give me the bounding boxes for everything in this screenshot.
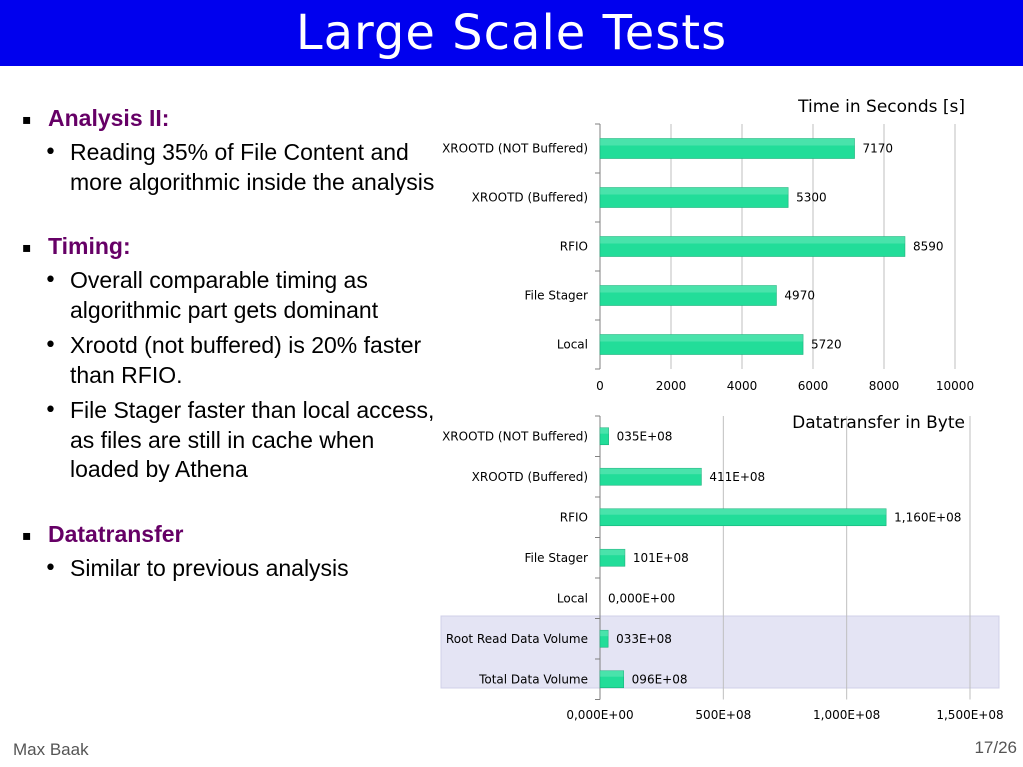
- data-label: 5720: [811, 338, 842, 352]
- bar-highlight: [600, 549, 625, 556]
- category-label: Total Data Volume: [478, 672, 588, 686]
- category-label: File Stager: [524, 551, 588, 565]
- category-label: XROOTD (NOT Buffered): [442, 429, 588, 443]
- bullet-section-analysis: ▪ Analysis II:: [22, 105, 442, 132]
- bar-highlight: [600, 468, 702, 475]
- bar-highlight: [600, 285, 777, 293]
- round-bullet-icon: •: [44, 398, 57, 423]
- bar: [599, 629, 609, 648]
- bar-highlight: [600, 630, 609, 637]
- data-label: 8590: [913, 240, 944, 254]
- page-number: 17/26: [974, 738, 1017, 757]
- bullet-section-datatransfer: ▪ Datatransfer: [22, 521, 442, 548]
- category-label: XROOTD (Buffered): [472, 191, 588, 205]
- bullet-heading: Datatransfer: [48, 520, 184, 547]
- bar-highlight: [600, 236, 905, 244]
- bar: [599, 138, 855, 159]
- bar: [599, 670, 624, 689]
- bar-highlight: [600, 508, 887, 515]
- category-label: RFIO: [560, 240, 588, 254]
- x-tick-label: 1,000E+08: [813, 708, 880, 722]
- bar-highlight: [600, 138, 855, 146]
- x-tick-label: 2000: [656, 379, 687, 393]
- bullet-text: Similar to previous analysis: [70, 554, 349, 581]
- chart-title: Datatransfer in Byte: [792, 413, 965, 433]
- slide-title: Large Scale Tests: [295, 5, 728, 61]
- bar: [599, 548, 626, 567]
- title-bar: [0, 0, 1023, 66]
- bullet-heading: Analysis II:: [48, 105, 170, 131]
- bullet-text: Overall comparable timing as algorithmic…: [70, 267, 379, 323]
- bar-highlight: [600, 187, 789, 195]
- x-tick-label: 0: [596, 379, 604, 393]
- bar: [599, 508, 887, 527]
- round-bullet-icon: •: [44, 140, 57, 165]
- data-label: 0,000E+00: [608, 591, 675, 605]
- bar: [599, 285, 777, 306]
- data-label: 4970: [784, 289, 815, 303]
- bar-highlight: [600, 334, 804, 342]
- bullet-section-timing: ▪ Timing:: [22, 233, 442, 260]
- round-bullet-icon: •: [44, 333, 57, 358]
- square-bullet-icon: ▪: [22, 240, 32, 256]
- bullet-list: ▪ Analysis II: • Reading 35% of File Con…: [22, 105, 442, 583]
- author-footer: Max Baak: [13, 740, 89, 759]
- bar: [599, 427, 609, 446]
- round-bullet-icon: •: [44, 555, 57, 581]
- bar: [599, 467, 702, 486]
- chart-title: Time in Seconds [s]: [797, 97, 965, 117]
- x-tick-label: 4000: [727, 379, 758, 393]
- highlight-band: [440, 615, 1000, 689]
- bullet-text: Xrootd (not buffered) is 20% faster than…: [70, 332, 422, 388]
- bar: [599, 236, 906, 257]
- x-tick-label: 0,000E+00: [566, 708, 633, 722]
- category-label: RFIO: [560, 510, 588, 524]
- bar-highlight: [600, 670, 624, 677]
- bar: [599, 187, 789, 208]
- data-label: 411E+08: [709, 470, 765, 484]
- category-label: Root Read Data Volume: [446, 632, 588, 646]
- x-tick-label: 6000: [798, 379, 829, 393]
- round-bullet-icon: •: [44, 268, 57, 293]
- bullet-text: File Stager faster than local access, as…: [70, 397, 435, 482]
- bullet-item: • File Stager faster than local access, …: [22, 396, 442, 485]
- category-label: XROOTD (Buffered): [472, 470, 588, 484]
- x-tick-label: 8000: [869, 379, 900, 393]
- bullet-item: • Xrootd (not buffered) is 20% faster th…: [22, 331, 442, 390]
- category-label: Local: [557, 591, 588, 605]
- x-tick-label: 10000: [936, 379, 974, 393]
- bullet-heading: Timing:: [48, 233, 131, 259]
- bar: [599, 334, 804, 355]
- data-label: 1,160E+08: [894, 510, 961, 524]
- square-bullet-icon: ▪: [22, 112, 32, 128]
- category-label: Local: [557, 338, 588, 352]
- bullet-item: • Similar to previous analysis: [22, 554, 442, 584]
- data-label: 033E+08: [616, 632, 672, 646]
- data-label: 7170: [863, 142, 894, 156]
- x-tick-label: 500E+08: [695, 708, 751, 722]
- data-label: 5300: [796, 191, 827, 205]
- square-bullet-icon: ▪: [22, 527, 32, 544]
- data-label: 101E+08: [633, 551, 689, 565]
- data-label: 096E+08: [632, 672, 688, 686]
- bar-highlight: [600, 427, 609, 434]
- bullet-item: • Reading 35% of File Content and more a…: [22, 138, 442, 197]
- category-label: XROOTD (NOT Buffered): [442, 142, 588, 156]
- bullet-text: Reading 35% of File Content and more alg…: [70, 139, 435, 195]
- data-label: 035E+08: [617, 429, 673, 443]
- category-label: File Stager: [524, 289, 588, 303]
- bullet-item: • Overall comparable timing as algorithm…: [22, 266, 442, 325]
- x-tick-label: 1,500E+08: [936, 708, 1003, 722]
